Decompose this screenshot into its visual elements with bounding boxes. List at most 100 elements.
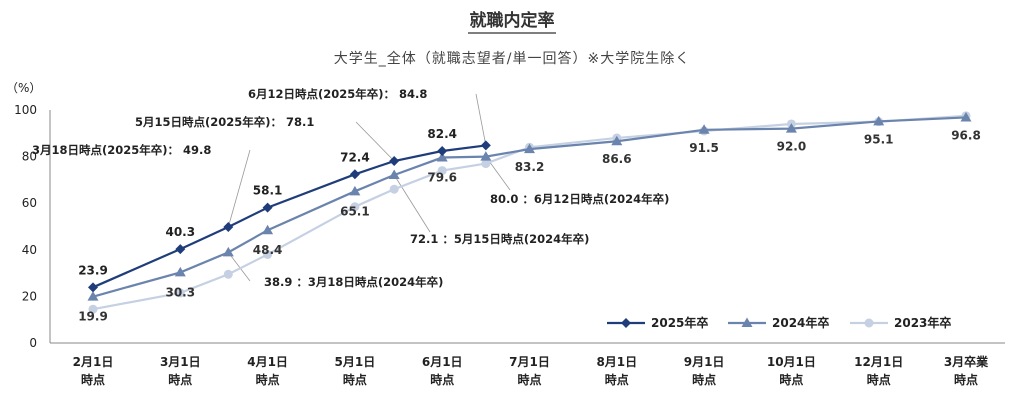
series-2024年卒 [87, 111, 972, 301]
annotation-2024-mar18: 38.9 ：3月18日時点(2024年卒) [264, 275, 443, 289]
annotation-leader-line [393, 174, 431, 233]
y-tick-label: 20 [22, 289, 37, 303]
data-label-2025: 58.1 [253, 184, 283, 198]
data-labels: 23.9 40.3 58.1 72.4 82.4 19.9 30.3 48.4 65.1 79.6… [78, 127, 981, 324]
data-point [389, 184, 399, 194]
legend-item-2024年卒: 2024年卒 [728, 315, 829, 330]
legend: 2025年卒 2024年卒 2023年卒 [607, 315, 951, 330]
data-label-2025: 82.4 [427, 127, 457, 141]
data-point [437, 166, 447, 176]
data-point [389, 156, 400, 167]
annotation-leader-line [227, 252, 251, 282]
x-tick-label: 8月1日時点 [596, 355, 637, 387]
data-point [437, 146, 448, 157]
x-tick-label: 3月1日時点 [160, 355, 201, 387]
data-point [873, 115, 885, 126]
chart-title-text: 就職内定率 [470, 10, 555, 31]
data-point [88, 282, 98, 293]
legend-item-2023年卒: 2023年卒 [850, 315, 951, 330]
data-point [611, 135, 623, 146]
x-tick-label: 7月1日時点 [509, 355, 550, 387]
y-tick-label: 100 [14, 103, 37, 117]
y-axis-unit: （%） [6, 81, 41, 95]
data-point [349, 169, 360, 180]
annotation-leaders [227, 93, 511, 282]
data-label-2025: 40.3 [165, 225, 195, 239]
y-tick-label: 40 [22, 243, 37, 257]
series-line [92, 144, 486, 289]
annotation-2025-may15: 5月15日時点(2025年卒)： 78.1 [135, 115, 314, 129]
data-point [480, 151, 492, 161]
data-label-2024: 48.4 [253, 243, 283, 257]
data-point [960, 111, 972, 122]
series-2025年卒 [88, 140, 491, 293]
annotation-2025-jun12: 6月12日時点(2025年卒)： 84.8 [248, 87, 427, 101]
data-label-2024: 91.5 [689, 141, 719, 155]
data-point [349, 185, 361, 196]
data-point [698, 124, 710, 134]
data-point [223, 269, 233, 279]
data-label-2024: 95.1 [864, 132, 894, 146]
series-line [92, 114, 967, 311]
data-point [262, 224, 274, 235]
data-label-2024: 96.8 [951, 128, 981, 142]
legend-marker [864, 318, 874, 328]
chart-subtitle: 大学生_全体（就職志望者/単一回答）※大学院生除く [334, 50, 690, 67]
data-point [436, 152, 448, 162]
legend-item-2025年卒: 2025年卒 [607, 315, 708, 330]
axes: 0 20 40 60 80 100 2月1日時点 3月1日時点 4月1日時点 5月1日時点 6月1日… [14, 103, 1005, 387]
y-tick-label: 80 [22, 150, 37, 164]
annotations: 6月12日時点(2025年卒)： 84.8 5月15日時点(2025年卒)： 7… [32, 87, 669, 289]
data-label-2025: 72.4 [340, 150, 370, 164]
series-line [92, 116, 967, 298]
data-point [350, 202, 360, 212]
data-label-2024: 79.6 [427, 171, 457, 185]
data-label-2024: 83.2 [515, 160, 545, 174]
x-tick-label: 4月1日時点 [247, 355, 288, 387]
x-tick-label: 2月1日時点 [73, 355, 114, 387]
data-point [480, 140, 491, 151]
data-label-2024: 19.9 [78, 310, 108, 324]
data-point [524, 143, 535, 154]
chart-title: 就職内定率 [468, 10, 556, 34]
data-point [175, 244, 186, 255]
legend-marker [621, 318, 631, 328]
legend-marker [741, 317, 753, 327]
annotation-leader-line [227, 149, 251, 228]
annotation-2025-mar18: 3月18日時点(2025年卒)： 49.8 [32, 143, 211, 157]
data-point [262, 202, 273, 213]
x-tick-label: 6月1日時点 [422, 355, 463, 387]
data-point [175, 288, 185, 298]
data-label-2025: 23.9 [78, 263, 108, 277]
legend-label: 2023年卒 [894, 315, 951, 330]
series-2023年卒 [88, 111, 971, 314]
data-point [88, 304, 98, 314]
series-layer [87, 111, 972, 314]
data-point [263, 249, 273, 259]
annotation-2024-jun12: 80.0 ：6月12日時点(2024年卒) [490, 192, 669, 206]
data-point [223, 221, 234, 232]
data-point [174, 266, 186, 277]
data-point [87, 291, 99, 301]
data-label-2024: 30.3 [165, 285, 195, 299]
y-tick-label: 60 [22, 196, 37, 210]
x-tick-label: 10月1日時点 [767, 355, 816, 387]
annotation-leader-line [355, 121, 395, 162]
x-tick-label: 12月1日時点 [854, 355, 903, 387]
annotation-2024-may15: 72.1 ：5月15日時点(2024年卒) [410, 232, 589, 246]
data-point [481, 159, 491, 169]
legend-label: 2024年卒 [772, 315, 829, 330]
x-tick-label: 5月1日時点 [335, 355, 376, 387]
data-label-2024: 65.1 [340, 204, 370, 218]
x-tick-label: 3月卒業時点 [944, 354, 989, 387]
data-label-2024: 92.0 [777, 140, 807, 154]
data-point [222, 246, 234, 257]
annotation-leader-line [475, 93, 487, 146]
data-point [388, 169, 400, 180]
data-label-2024: 86.6 [602, 152, 632, 166]
y-tick-label: 0 [29, 336, 37, 350]
legend-label: 2025年卒 [651, 315, 708, 330]
x-tick-label: 9月1日時点 [684, 355, 725, 387]
data-point [785, 123, 797, 133]
